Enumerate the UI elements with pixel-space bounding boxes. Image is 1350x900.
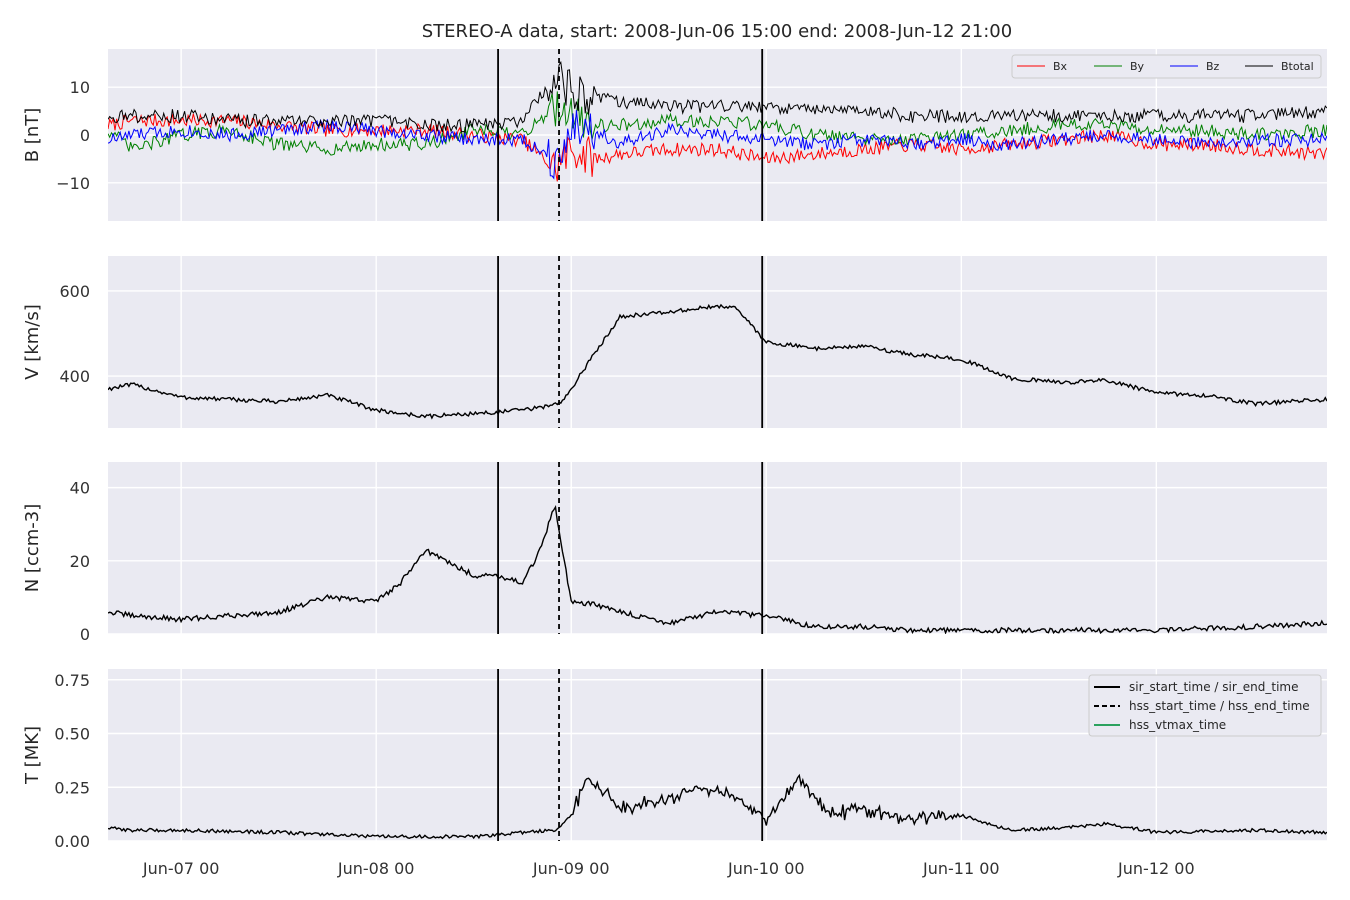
plot-area (108, 256, 1327, 428)
panel-B: −10 0 10 B [nT] Bx By Bz Btotal (22, 49, 1327, 221)
y-axis-label: B [nT] (22, 108, 43, 163)
x-tick-label: Jun-07 00 (142, 859, 220, 878)
y-tick-label: 0.75 (54, 671, 90, 690)
chart-title: STEREO-A data, start: 2008-Jun-06 15:00 … (422, 21, 1012, 42)
y-tick-label: 0 (80, 625, 90, 644)
series-line-bx (108, 113, 1327, 182)
series-group (108, 773, 1327, 840)
panels: −10 0 10 B [nT] Bx By Bz Btotal 400 600 V [km/s] 0 2… (22, 49, 1327, 878)
series-group (108, 505, 1327, 634)
legend-b: Bx By Bz Btotal (1011, 54, 1322, 79)
series-line (108, 303, 1327, 420)
y-tick-label: 40 (70, 479, 90, 498)
legend-label: Btotal (1281, 60, 1314, 73)
y-tick-label: 600 (59, 282, 90, 301)
series-line (108, 505, 1327, 634)
x-tick-label: Jun-12 00 (1117, 859, 1195, 878)
legend-frame (1011, 54, 1322, 79)
y-axis-label: V [km/s] (22, 304, 43, 379)
x-tick-label: Jun-08 00 (337, 859, 415, 878)
y-tick-label: 400 (59, 367, 90, 386)
series-line-btotal (108, 60, 1327, 134)
y-tick-label: 20 (70, 552, 90, 571)
legend-label: Bx (1053, 60, 1068, 73)
panel-N: 0 20 40 N [ccm-3] (22, 462, 1327, 644)
y-tick-label: 0.25 (54, 778, 90, 797)
series-line (108, 773, 1327, 840)
y-tick-label: 0.50 (54, 725, 90, 744)
x-tick-label: Jun-11 00 (922, 859, 1000, 878)
series-line-bz (108, 110, 1327, 180)
series-group (108, 303, 1327, 420)
y-axis-label: T [MK] (22, 726, 43, 785)
legend-label: sir_start_time / sir_end_time (1129, 680, 1299, 694)
legend-label: hss_start_time / hss_end_time (1129, 699, 1310, 713)
legend-label: hss_vtmax_time (1129, 718, 1226, 732)
y-tick-label: 0.00 (54, 832, 90, 851)
x-tick-label: Jun-09 00 (532, 859, 610, 878)
series-line-by (108, 91, 1327, 156)
series-group (108, 60, 1327, 182)
legend-events: sir_start_time / sir_end_time hss_start_t… (1088, 674, 1322, 737)
y-tick-label: −10 (56, 174, 90, 193)
y-tick-label: 0 (80, 126, 90, 145)
plot-area (108, 462, 1327, 634)
x-tick-label: Jun-10 00 (727, 859, 805, 878)
legend-frame (1088, 674, 1322, 737)
legend-label: By (1130, 60, 1145, 73)
legend-label: Bz (1206, 60, 1220, 73)
panel-T: 0.00 0.25 0.50 0.75 T [MK] Jun-07 00 Jun-08 00… (22, 669, 1327, 878)
y-tick-label: 10 (70, 78, 90, 97)
panel-V: 400 600 V [km/s] (22, 256, 1327, 428)
y-axis-label: N [ccm-3] (22, 504, 43, 593)
